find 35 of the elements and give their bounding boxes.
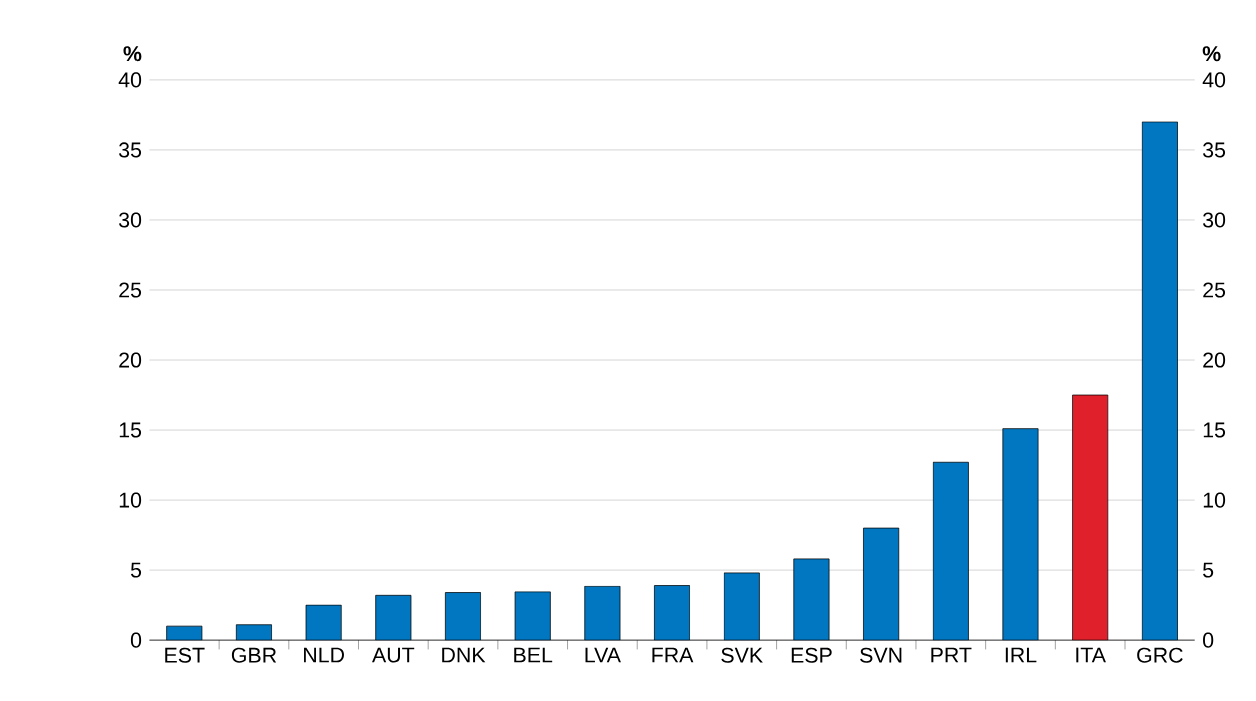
x-tick-label: GBR [231,647,277,663]
x-tick-label: ESP [791,647,832,663]
y-tick-label: 5 [130,562,142,578]
y2-axis-title: % [1202,46,1221,62]
x-tick-label: FRA [652,647,694,663]
y-tick-label: 35 [119,142,142,158]
x-tick-label: SVN [860,647,902,663]
y-tick-label: 25 [119,282,142,298]
y-tick-label: 30 [119,212,142,228]
y-tick-label: 15 [119,422,142,438]
x-tick-label: BEL [514,647,553,663]
y-axis-title: % [123,46,142,62]
y2-tick-label: 40 [1202,72,1226,88]
y-tick-label: 0 [130,632,142,648]
y2-tick-label: 35 [1203,142,1226,158]
x-tick-label: NLD [304,647,344,663]
y2-tick-label: 20 [1203,352,1226,368]
x-tick-label: AUT [372,647,415,663]
x-tick-label: GRC [1137,647,1183,663]
x-tick-label: DNK [442,647,486,663]
y2-tick-label: 30 [1203,212,1226,228]
x-tick-label: SVK [721,647,763,663]
y-tick-label: 10 [119,492,142,508]
y-tick-label: 20 [119,352,142,368]
y2-tick-label: 10 [1203,492,1226,508]
y2-tick-label: 15 [1203,422,1226,438]
x-tick-label: LVA [585,647,621,663]
y2-tick-label: 25 [1203,282,1226,298]
y-tick-label: 40 [118,72,142,88]
x-tick-label: PRT [931,647,972,663]
x-tick-label: EST [165,647,205,663]
x-tick-label: IRL [1005,647,1037,663]
y2-tick-label: 0 [1203,632,1214,648]
y2-tick-label: 5 [1203,562,1214,578]
x-tick-label: ITA [1076,647,1106,663]
